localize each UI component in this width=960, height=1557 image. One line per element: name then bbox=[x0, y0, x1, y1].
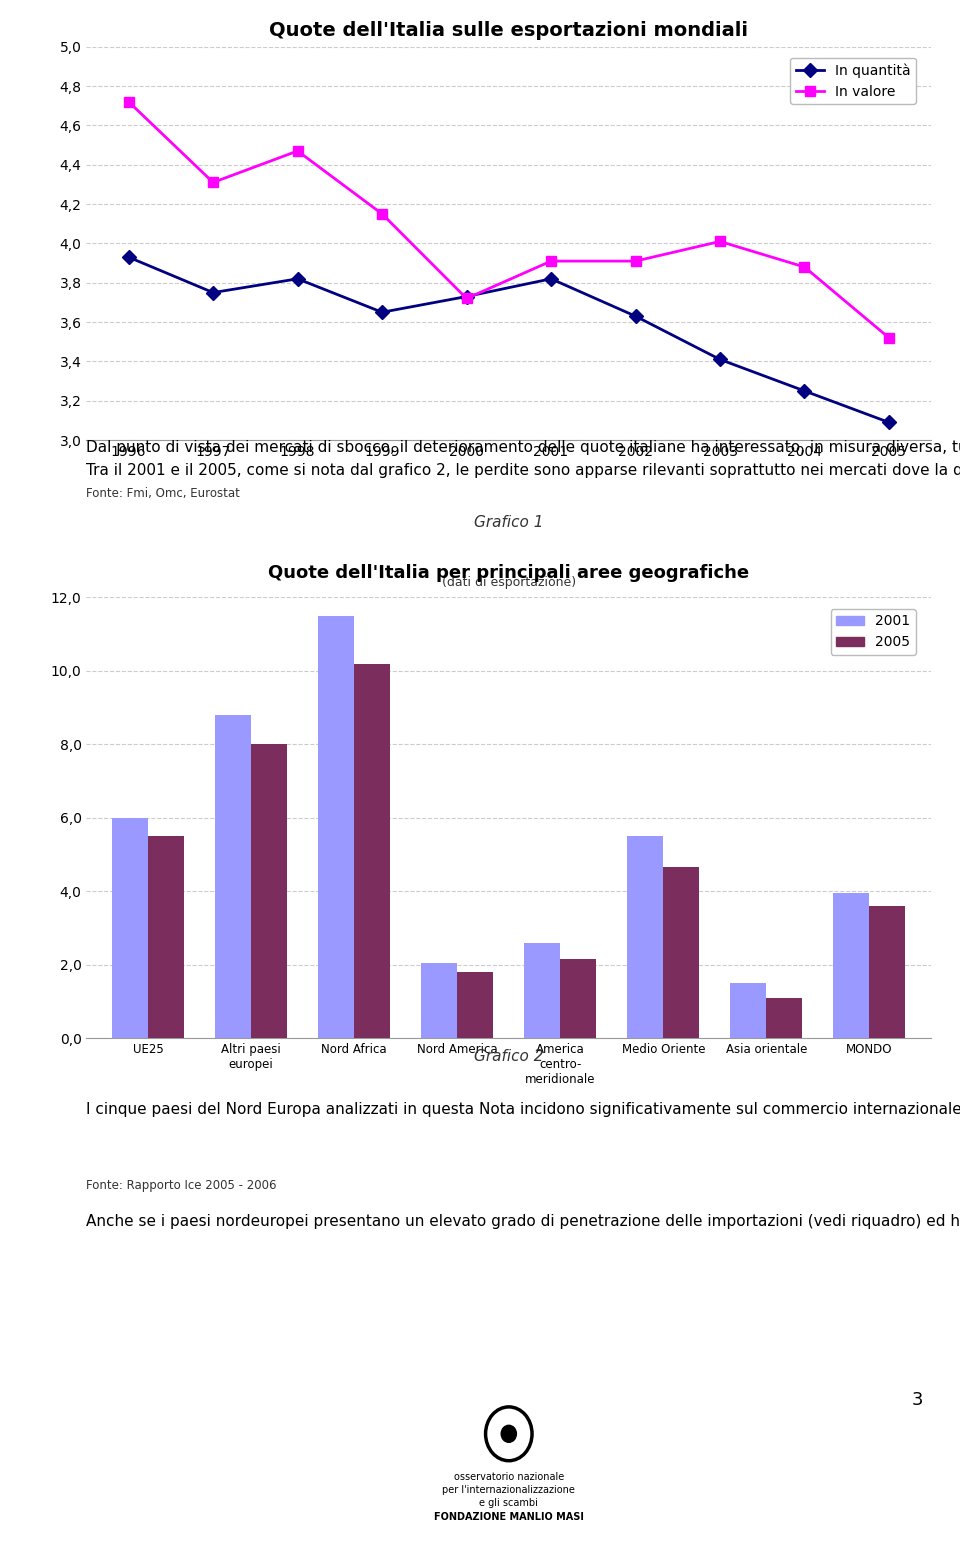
Bar bbox=[457, 972, 493, 1039]
Title: Quote dell'Italia sulle esportazioni mondiali: Quote dell'Italia sulle esportazioni mon… bbox=[270, 20, 748, 39]
Bar bbox=[252, 744, 287, 1039]
Bar bbox=[354, 663, 391, 1039]
Bar bbox=[663, 867, 700, 1039]
Ellipse shape bbox=[501, 1425, 516, 1442]
Text: FONDAZIONE MANLIO MASI: FONDAZIONE MANLIO MASI bbox=[434, 1512, 584, 1521]
Bar bbox=[627, 836, 663, 1039]
Text: Fonte: Fmi, Omc, Eurostat: Fonte: Fmi, Omc, Eurostat bbox=[86, 487, 240, 500]
Text: 3: 3 bbox=[911, 1392, 923, 1409]
Text: (dati di esportazione): (dati di esportazione) bbox=[442, 576, 576, 589]
Bar bbox=[112, 817, 148, 1039]
Text: osservatorio nazionale
per l'internazionalizzazione
e gli scambi: osservatorio nazionale per l'internazion… bbox=[443, 1471, 575, 1509]
Legend: 2001, 2005: 2001, 2005 bbox=[830, 609, 916, 655]
Bar bbox=[524, 942, 561, 1039]
Bar bbox=[766, 998, 803, 1039]
Bar bbox=[833, 894, 870, 1039]
Text: Grafico 2: Grafico 2 bbox=[474, 1049, 543, 1065]
Text: Fonte: Rapporto Ice 2005 - 2006: Fonte: Rapporto Ice 2005 - 2006 bbox=[86, 1179, 276, 1193]
Text: Dal punto di vista dei mercati di sbocco, il deterioramento delle quote italiane: Dal punto di vista dei mercati di sbocco… bbox=[86, 441, 960, 478]
Bar bbox=[561, 959, 596, 1039]
Bar bbox=[215, 715, 252, 1039]
Bar bbox=[148, 836, 184, 1039]
Bar bbox=[731, 982, 766, 1039]
Text: I cinque paesi del Nord Europa analizzati in questa Nota incidono significativam: I cinque paesi del Nord Europa analizzat… bbox=[86, 1101, 960, 1116]
Bar bbox=[870, 906, 905, 1039]
Legend: In quantità, In valore: In quantità, In valore bbox=[790, 58, 916, 104]
Bar bbox=[421, 962, 457, 1039]
Text: Anche se i paesi nordeuropei presentano un elevato grado di penetrazione delle i: Anche se i paesi nordeuropei presentano … bbox=[86, 1214, 960, 1230]
Title: Quote dell'Italia per principali aree geografiche: Quote dell'Italia per principali aree ge… bbox=[268, 564, 750, 582]
Bar bbox=[318, 617, 354, 1039]
Text: Grafico 1: Grafico 1 bbox=[474, 515, 543, 529]
